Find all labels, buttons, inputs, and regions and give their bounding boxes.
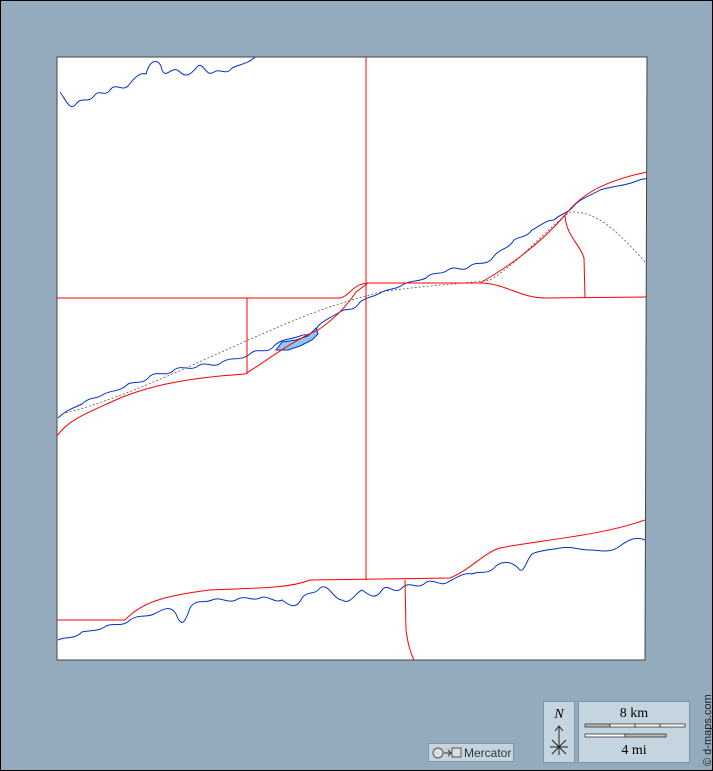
credit-text[interactable]: © d-maps.com [702, 694, 713, 766]
road-diagonal [56, 282, 369, 437]
circle-to-square-icon [432, 747, 462, 758]
river-central [57, 178, 648, 419]
projection-label: Mercator [428, 743, 514, 762]
land-area [56, 56, 648, 661]
scale-mi-label: 4 mi [621, 743, 647, 758]
north-label: N [554, 707, 564, 722]
north-arrow: N [543, 701, 575, 763]
river-north [59, 56, 256, 108]
lake [275, 327, 319, 351]
scale-bars [584, 723, 686, 738]
railway-line [61, 211, 646, 415]
compass-icon [550, 725, 568, 755]
scale-bar: 8 km 4 mi [578, 701, 690, 763]
road-spur-east [564, 214, 586, 299]
projection-name: Mercator [464, 745, 512, 760]
river-south [57, 537, 646, 641]
credit: © d-maps.com [690, 690, 713, 766]
scale-km-label: 8 km [619, 706, 649, 721]
road-vertical-south [404, 579, 415, 661]
road-south [57, 519, 646, 621]
